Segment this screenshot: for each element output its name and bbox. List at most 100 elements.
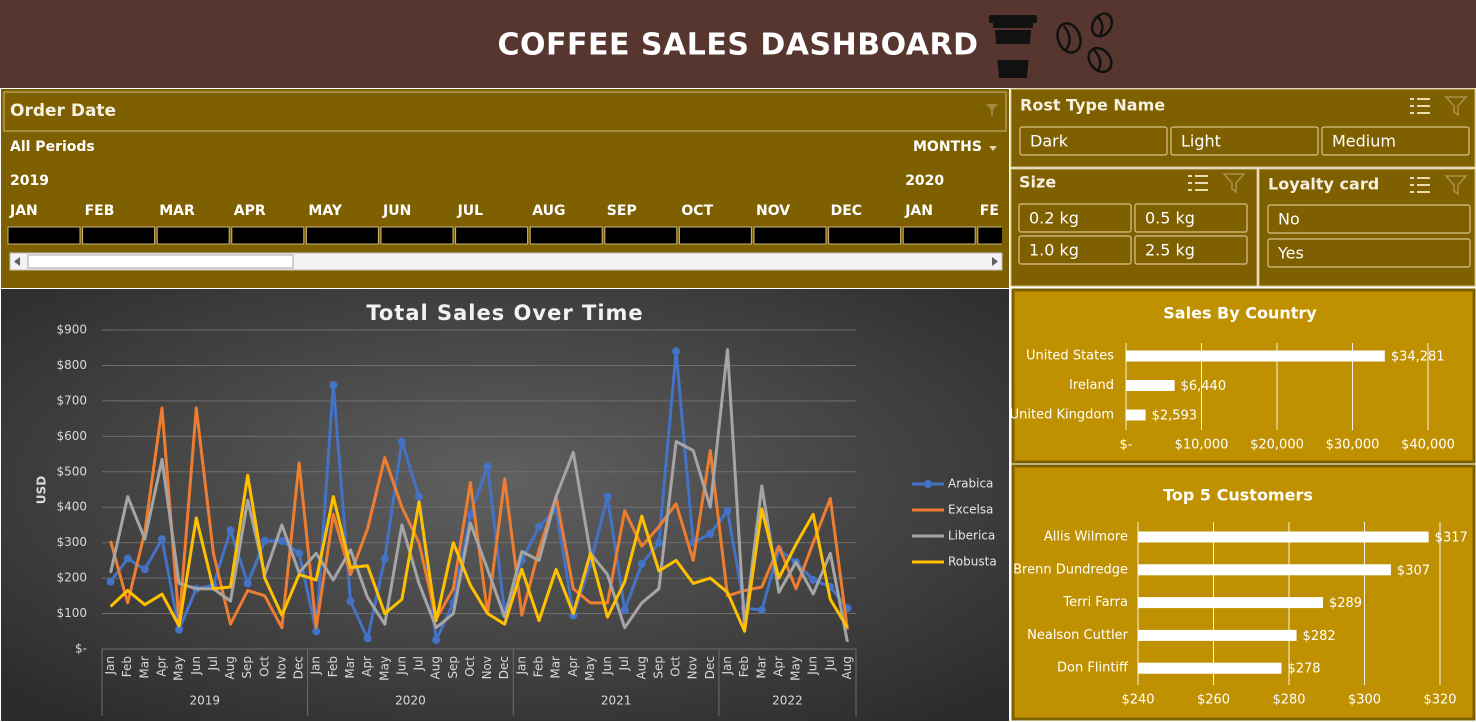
series-marker [432, 636, 441, 645]
slicer-item[interactable]: Medium [1332, 132, 1396, 151]
x-tick-label: Nov [686, 656, 700, 679]
slicer-button[interactable] [1267, 204, 1471, 234]
month-cell[interactable] [678, 226, 752, 245]
slicer-item[interactable]: 2.5 kg [1145, 241, 1195, 260]
slicer-button[interactable] [1134, 235, 1248, 265]
category-label: Brenn Dundredge [1013, 562, 1128, 577]
x-tick-label: Apr [154, 656, 168, 677]
month-cell[interactable] [455, 226, 529, 245]
x-tick-label: May [789, 656, 803, 681]
slicer-item[interactable]: Yes [1277, 244, 1304, 263]
multi-select-icon[interactable] [1410, 98, 1430, 114]
x-tick-label: Jan [103, 656, 117, 676]
chart-title: Total Sales Over Time [366, 301, 643, 325]
y-tick-label: $300 [56, 535, 87, 549]
month-cell[interactable] [529, 226, 603, 245]
month-cell[interactable] [828, 226, 902, 245]
x-tick-label: Nov [274, 656, 288, 679]
value-label: $2,593 [1152, 409, 1198, 424]
slicer-item[interactable]: 1.0 kg [1029, 241, 1079, 260]
slicer-item[interactable]: Light [1181, 132, 1221, 151]
y-tick-label: $800 [56, 358, 87, 372]
x-tick-label: Jul [412, 656, 426, 671]
month-label: AUG [532, 203, 565, 219]
scroll-right[interactable] [992, 257, 998, 266]
x-tick-label: Jul [206, 656, 220, 671]
x-group-label: 2021 [601, 694, 632, 708]
slicer-button[interactable] [1267, 238, 1471, 268]
bar [1126, 350, 1385, 362]
x-group-label: 2020 [395, 694, 426, 708]
slicer-button[interactable] [1018, 203, 1132, 233]
month-cell[interactable] [753, 226, 827, 245]
month-cell[interactable] [977, 226, 1050, 245]
month-label: SEP [607, 203, 637, 219]
y-tick-label: $100 [56, 606, 87, 620]
series-marker [329, 380, 338, 389]
clear-filter-icon[interactable] [1444, 96, 1468, 117]
header-bar [0, 0, 1476, 88]
series-marker [466, 510, 475, 519]
series-line [109, 349, 849, 642]
x-tick-label: May [172, 656, 186, 681]
x-tick-label: Aug [634, 656, 648, 679]
category-label: Nealson Cuttler [1027, 628, 1129, 643]
series-marker [654, 538, 663, 547]
clear-filter-icon[interactable] [1222, 173, 1246, 194]
legend-label: Arabica [948, 477, 993, 491]
x-tick-label: $260 [1197, 693, 1230, 708]
month-cell[interactable] [231, 226, 305, 245]
category-label: United States [1026, 349, 1114, 364]
slicer-item[interactable]: Dark [1030, 132, 1069, 151]
month-cell[interactable] [380, 226, 454, 245]
month-cell[interactable] [82, 226, 156, 245]
slicer-item[interactable]: 0.5 kg [1145, 209, 1195, 228]
x-tick-label: $30,000 [1326, 438, 1380, 453]
chart-title: Top 5 Customers [1163, 486, 1313, 505]
value-label: $307 [1397, 563, 1430, 578]
clear-filter-icon[interactable] [1444, 175, 1468, 196]
month-cell[interactable] [604, 226, 678, 245]
category-label: Terri Farra [1062, 595, 1128, 610]
slicer-button[interactable] [1018, 235, 1132, 265]
multi-select-icon[interactable] [1410, 177, 1430, 193]
slicer-title: Rost Type Name [1020, 96, 1165, 115]
filter-icon[interactable] [986, 104, 998, 116]
x-tick-label: Sep [651, 656, 665, 679]
x-group-label: 2022 [772, 694, 803, 708]
month-cell[interactable] [902, 226, 976, 245]
month-label: APR [234, 203, 266, 219]
x-tick-label: Oct [257, 656, 271, 677]
month-cell[interactable] [7, 226, 81, 245]
slicer-item[interactable]: 0.2 kg [1029, 209, 1079, 228]
series-marker [380, 554, 389, 563]
month-cell[interactable] [156, 226, 230, 245]
slicer-title: Size [1019, 173, 1056, 192]
category-label: Don Flintiff [1057, 661, 1129, 676]
slicer-item[interactable]: No [1278, 210, 1300, 229]
x-tick-label: Mar [549, 656, 563, 679]
x-tick-label: Feb [531, 656, 545, 677]
timeline-header-box [3, 91, 1007, 132]
slicer-button[interactable] [1321, 126, 1470, 156]
country-chart-panel [1011, 288, 1476, 464]
x-tick-label: Apr [771, 656, 785, 677]
scrollbar-thumb[interactable] [27, 254, 294, 269]
legend-label: Liberica [948, 529, 995, 543]
scroll-left[interactable] [14, 257, 20, 266]
x-tick-label: Jul [617, 656, 631, 671]
timeline-months: JAN FEB MAR APR MAY JUN JUL AUG SEP OCT NOV DEC JAN F… [7, 173, 1050, 245]
timeline-level[interactable]: MONTHS [913, 139, 982, 155]
multi-select-icon[interactable] [1188, 175, 1208, 191]
level-dropdown-arrow[interactable] [989, 146, 997, 151]
slicer-button[interactable] [1170, 126, 1319, 156]
slicer-button[interactable] [1134, 203, 1248, 233]
y-tick-label: $500 [56, 464, 87, 478]
x-tick-label: Aug [223, 656, 237, 679]
y-tick-label: $600 [56, 429, 87, 443]
x-tick-label: Nov [480, 656, 494, 679]
month-label: JUL [457, 203, 484, 219]
slicer-button[interactable] [1019, 126, 1168, 156]
x-tick-label: Apr [360, 656, 374, 677]
month-cell[interactable] [305, 226, 379, 245]
